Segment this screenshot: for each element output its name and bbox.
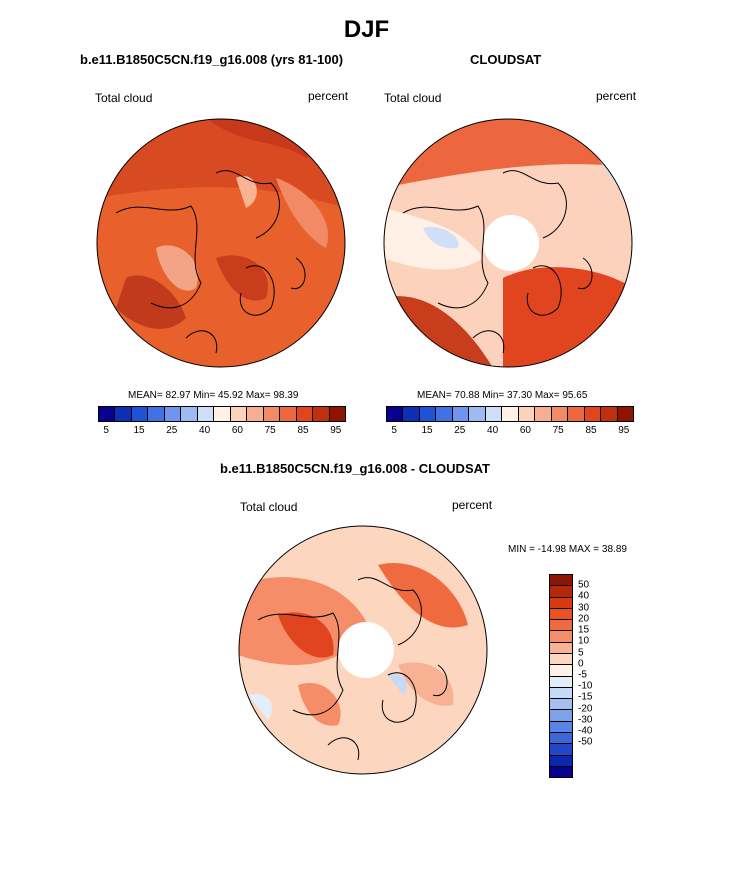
obs-colorbar	[386, 406, 634, 422]
diff-polar-map	[238, 525, 488, 775]
diff-subtitle: b.e11.B1850C5CN.f19_g16.008 - CLOUDSAT	[220, 461, 490, 476]
figure-title: DJF	[343, 16, 390, 43]
colorbar-swatch	[550, 710, 572, 722]
model-variable-label: Total cloud	[95, 91, 153, 105]
colorbar-swatch	[296, 407, 314, 421]
colorbar-swatch	[148, 407, 165, 421]
colorbar-tick-label: -10	[578, 680, 593, 692]
colorbar-swatch	[115, 407, 132, 421]
colorbar-swatch	[550, 699, 572, 711]
colorbar-swatch	[601, 407, 618, 421]
obs-polar-map	[383, 118, 633, 368]
colorbar-swatch	[230, 407, 248, 421]
model-stats: MEAN= 82.97 Min= 45.92 Max= 98.39	[128, 390, 299, 401]
colorbar-swatch	[313, 407, 330, 421]
model-polar-map	[96, 118, 346, 368]
colorbar-tick-label: 40	[199, 425, 211, 436]
colorbar-swatch	[263, 407, 281, 421]
colorbar-swatch	[550, 687, 572, 700]
colorbar-tick-label: 40	[578, 590, 590, 602]
colorbar-tick-label: 85	[585, 425, 597, 436]
colorbar-swatch	[214, 407, 231, 421]
colorbar-swatch	[518, 407, 536, 421]
colorbar-swatch	[550, 766, 572, 778]
colorbar-swatch	[550, 597, 572, 609]
colorbar-swatch	[550, 653, 572, 666]
colorbar-swatch	[617, 407, 634, 421]
colorbar-tick-label: 85	[297, 425, 309, 436]
colorbar-swatch	[387, 407, 404, 421]
colorbar-tick-label: 30	[578, 602, 590, 614]
colorbar-tick-label: -15	[578, 691, 593, 703]
colorbar-tick-label: -30	[578, 714, 593, 726]
colorbar-tick-label: -5	[578, 669, 587, 681]
colorbar-swatch	[550, 744, 572, 756]
colorbar-tick-label: 25	[454, 425, 466, 436]
colorbar-swatch	[550, 665, 572, 677]
colorbar-swatch	[403, 407, 420, 421]
colorbar-tick-label: 75	[264, 425, 276, 436]
diff-colorbar	[549, 574, 573, 778]
colorbar-swatch	[164, 407, 182, 421]
colorbar-tick-label: 40	[487, 425, 499, 436]
colorbar-swatch	[550, 620, 572, 632]
model-subtitle: b.e11.B1850C5CN.f19_g16.008 (yrs 81-100)	[80, 52, 344, 67]
colorbar-swatch	[550, 755, 572, 767]
colorbar-swatch	[452, 407, 470, 421]
colorbar-tick-label: 95	[618, 425, 630, 436]
colorbar-tick-label: 95	[330, 425, 342, 436]
colorbar-tick-label: 10	[578, 635, 590, 647]
colorbar-tick-label: 15	[578, 624, 590, 636]
colorbar-tick-label: 60	[231, 425, 243, 436]
diff-variable-label: Total cloud	[240, 500, 298, 514]
colorbar-tick-label: 20	[578, 613, 590, 625]
colorbar-tick-label: -20	[578, 703, 593, 715]
colorbar-swatch	[584, 407, 602, 421]
colorbar-tick-label: -50	[578, 736, 593, 748]
model-units-label: percent	[308, 89, 349, 103]
colorbar-tick-label: 60	[519, 425, 531, 436]
colorbar-swatch	[550, 608, 572, 621]
colorbar-tick-label: 75	[552, 425, 564, 436]
model-colorbar	[98, 406, 346, 422]
diff-stats: MIN = -14.98 MAX = 38.89	[508, 544, 627, 555]
colorbar-swatch	[436, 407, 453, 421]
colorbar-swatch	[550, 721, 572, 733]
colorbar-swatch	[550, 732, 572, 745]
colorbar-tick-label: 25	[166, 425, 178, 436]
colorbar-swatch	[280, 407, 297, 421]
colorbar-tick-label: 15	[421, 425, 433, 436]
colorbar-swatch	[197, 407, 215, 421]
colorbar-swatch	[550, 631, 572, 643]
colorbar-swatch	[419, 407, 437, 421]
obs-units-label: percent	[596, 89, 637, 103]
colorbar-tick-label: 15	[133, 425, 145, 436]
colorbar-tick-label: 5	[103, 425, 109, 436]
colorbar-swatch	[181, 407, 198, 421]
colorbar-tick-label: 50	[578, 579, 590, 591]
obs-variable-label: Total cloud	[384, 91, 442, 105]
colorbar-tick-label: 5	[391, 425, 397, 436]
colorbar-swatch	[568, 407, 585, 421]
colorbar-tick-label: 0	[578, 658, 584, 670]
diff-units-label: percent	[452, 498, 493, 512]
colorbar-swatch	[99, 407, 116, 421]
colorbar-swatch	[329, 407, 346, 421]
colorbar-swatch	[502, 407, 519, 421]
colorbar-swatch	[535, 407, 552, 421]
colorbar-swatch	[131, 407, 149, 421]
colorbar-swatch	[550, 642, 572, 654]
obs-subtitle: CLOUDSAT	[470, 52, 542, 67]
colorbar-swatch	[469, 407, 486, 421]
colorbar-swatch	[550, 586, 572, 598]
colorbar-tick-label: 5	[578, 647, 584, 659]
colorbar-swatch	[550, 575, 572, 587]
obs-stats: MEAN= 70.88 Min= 37.30 Max= 95.65	[417, 390, 588, 401]
colorbar-swatch	[550, 676, 572, 688]
colorbar-swatch	[551, 407, 569, 421]
colorbar-tick-label: -40	[578, 725, 593, 737]
colorbar-swatch	[485, 407, 503, 421]
colorbar-swatch	[247, 407, 264, 421]
